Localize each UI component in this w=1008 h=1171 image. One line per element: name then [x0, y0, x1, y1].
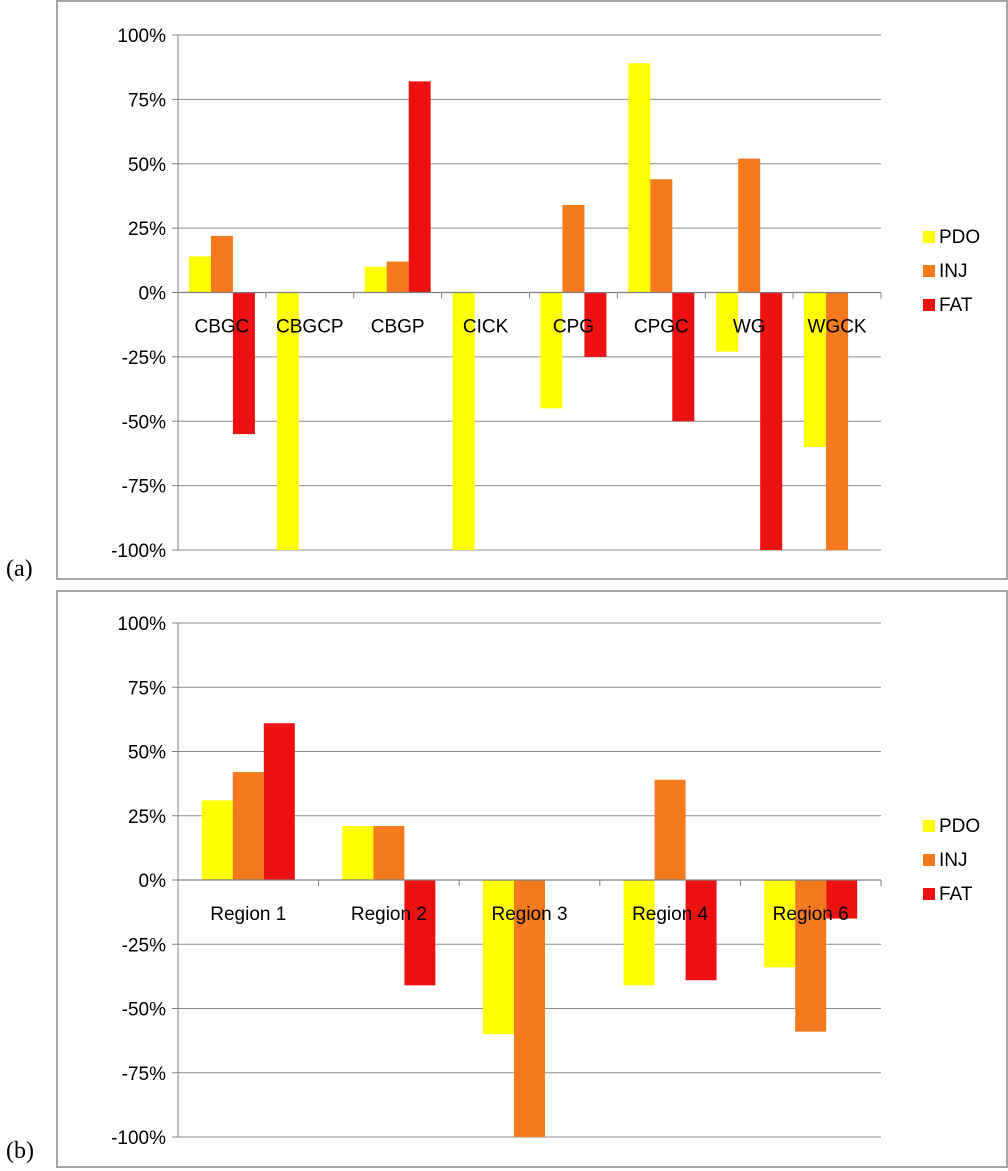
y-tick-label: 25% [128, 807, 166, 828]
x-category-label: CICK [463, 317, 509, 338]
y-tick-label: -25% [122, 935, 166, 956]
bar-pdo [540, 292, 563, 409]
y-tick-label: 25% [128, 219, 166, 240]
y-tick-label: -75% [122, 477, 166, 498]
bar-inj [373, 826, 405, 880]
x-category-label: Region 2 [351, 904, 427, 925]
legend-swatch-pdo [923, 231, 935, 243]
y-tick-label: 50% [128, 743, 166, 764]
y-tick-label: -25% [122, 348, 166, 369]
bar-fat [672, 292, 695, 422]
y-tick-label: 100% [117, 26, 166, 47]
bar-fat [263, 723, 295, 880]
bar-pdo [201, 800, 233, 880]
bar-pdo [764, 880, 796, 968]
y-tick-label: 50% [128, 155, 166, 176]
bar-inj [210, 235, 233, 293]
bar-fat [232, 292, 255, 435]
x-category-label: Region 1 [210, 904, 286, 925]
bar-pdo [188, 256, 211, 293]
x-category-label: Region 4 [632, 904, 708, 925]
bar-fat [584, 292, 607, 357]
y-tick-label: 75% [128, 678, 166, 699]
bar-fat [760, 292, 783, 550]
legend-label: INJ [939, 850, 968, 871]
bar-fat [685, 880, 717, 981]
legend-swatch-fat [923, 888, 935, 900]
y-tick-label: -100% [111, 1128, 166, 1149]
bar-inj [232, 772, 264, 880]
bar-pdo [483, 880, 514, 1035]
bar-inj [386, 261, 409, 293]
legend-label: INJ [939, 261, 968, 282]
legend-swatch-fat [923, 299, 935, 311]
y-tick-label: 0% [139, 871, 167, 892]
legend-label: PDO [939, 227, 980, 248]
x-category-label: WGCK [808, 317, 867, 338]
chart-b: 100% 75% 50% 25% 0% -25% -50% -75% -100% Region 1… [111, 614, 980, 1149]
x-category-label: CPGC [634, 317, 689, 338]
bar-inj [514, 880, 545, 1137]
bar-fat [826, 880, 858, 919]
legend-swatch-pdo [923, 820, 935, 832]
y-tick-label: -50% [122, 1000, 166, 1021]
bar-inj [562, 204, 585, 293]
chart-a: 100% 75% 50% 25% 0% -25% -50% -75% -100% CBGC CBGC… [111, 26, 980, 562]
bar-pdo [628, 63, 651, 293]
bar-pdo [452, 292, 475, 550]
x-category-label: Region 3 [491, 904, 567, 925]
y-tick-label: 100% [117, 614, 166, 635]
y-tick-label: -50% [122, 412, 166, 433]
bar-pdo [804, 292, 827, 447]
bar-inj [826, 292, 849, 550]
bar-pdo [342, 826, 374, 880]
x-category-label: CBGCP [276, 317, 344, 338]
x-category-label: CPG [553, 317, 594, 338]
bar-pdo [276, 292, 299, 550]
bar-pdo [364, 266, 387, 293]
bar-inj [650, 179, 673, 293]
x-category-label: Region 6 [773, 904, 849, 925]
legend-label: FAT [939, 884, 973, 905]
chart-panel-a: 100% 75% 50% 25% 0% -25% -50% -75% -100% CBGC CBGC… [56, 0, 1008, 580]
bar-pdo [623, 880, 655, 986]
y-tick-label: 75% [128, 90, 166, 111]
legend-swatch-inj [923, 854, 935, 866]
bar-inj [738, 158, 761, 293]
y-tick-label: 0% [139, 284, 167, 305]
panel-label-a: (a) [6, 556, 33, 582]
legend-label: PDO [939, 816, 980, 837]
panel-label-b: (b) [6, 1138, 34, 1164]
bar-fat [408, 81, 431, 293]
x-category-label: CBGC [194, 317, 249, 338]
x-category-label: WG [733, 317, 766, 338]
bar-inj [795, 880, 827, 1032]
y-tick-label: -75% [122, 1064, 166, 1085]
bar-fat [404, 880, 436, 986]
bar-pdo [716, 292, 739, 352]
chart-panel-b: 100% 75% 50% 25% 0% -25% -50% -75% -100% Region 1… [56, 590, 1008, 1168]
legend-swatch-inj [923, 265, 935, 277]
bar-inj [654, 779, 686, 880]
x-category-label: CBGP [371, 317, 425, 338]
legend-label: FAT [939, 295, 973, 316]
y-tick-label: -100% [111, 541, 166, 562]
